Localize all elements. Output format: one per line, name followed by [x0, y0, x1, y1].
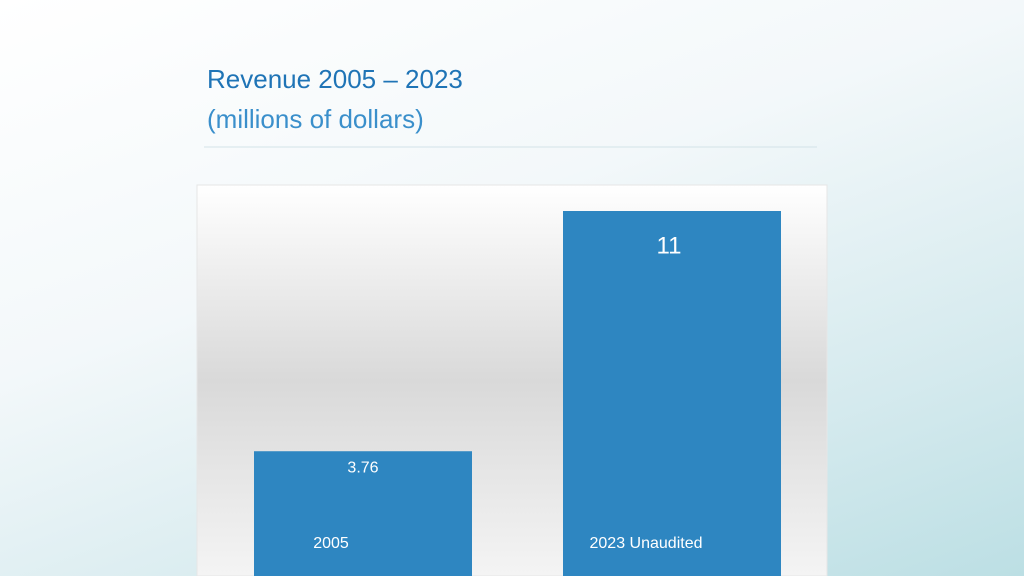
plot-area: 3.76 2005 11 2023 Unaudited [254, 211, 781, 576]
category-label: 2023 Unaudited [590, 535, 703, 552]
slide-subtitle: (millions of dollars) [207, 104, 424, 134]
bar [254, 451, 472, 576]
value-label: 3.76 [347, 459, 378, 476]
category-label: 2005 [313, 535, 349, 552]
bar [563, 211, 781, 576]
value-label: 11 [657, 232, 682, 259]
slide-title: Revenue 2005 – 2023 [207, 64, 463, 94]
